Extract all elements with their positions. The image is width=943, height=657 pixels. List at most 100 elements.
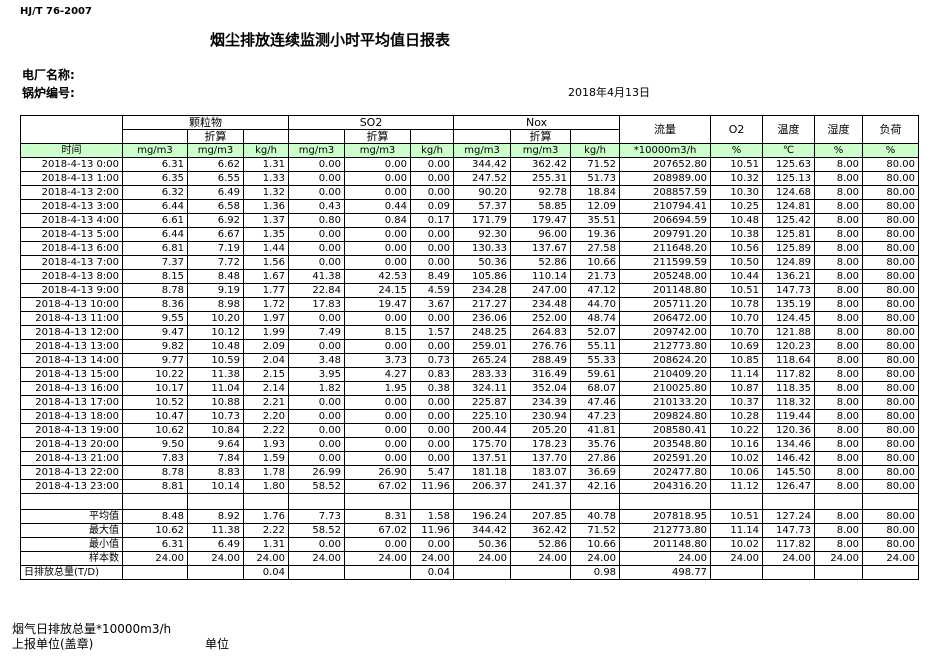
value-cell: 12.09 bbox=[570, 199, 621, 214]
value-cell: 80.00 bbox=[862, 395, 920, 410]
value-cell: 10.69 bbox=[710, 339, 764, 354]
value-cell: 51.73 bbox=[570, 171, 621, 186]
value-cell: 9.55 bbox=[122, 311, 188, 326]
time-cell: 2018-4-13 20:00 bbox=[20, 437, 123, 452]
value-cell: 24.00 bbox=[122, 551, 188, 566]
value-cell: 8.00 bbox=[814, 269, 864, 284]
value-cell: 3.48 bbox=[288, 353, 346, 368]
value-cell: 11.12 bbox=[710, 479, 764, 494]
empty-cell bbox=[862, 493, 920, 510]
value-cell: 125.63 bbox=[762, 157, 816, 172]
value-cell: 50.36 bbox=[453, 255, 512, 270]
time-cell: 2018-4-13 14:00 bbox=[20, 353, 123, 368]
value-cell: 0.00 bbox=[288, 537, 346, 552]
value-cell: 58.52 bbox=[288, 523, 346, 538]
value-cell: 211599.59 bbox=[619, 255, 712, 270]
column-header: 温度 bbox=[762, 115, 816, 144]
empty-cell bbox=[288, 493, 346, 510]
value-cell: 6.31 bbox=[122, 157, 188, 172]
value-cell: 58.52 bbox=[288, 479, 346, 494]
value-cell: 202591.20 bbox=[619, 451, 712, 466]
report-table: 颗粒物 SO2 Nox 流量 O2 温度 湿度 负荷 折算 折算 折算 时间 mg/m3 mg/m3 kg/… bbox=[20, 115, 920, 580]
value-cell: 0.00 bbox=[344, 227, 412, 242]
value-cell: 19.47 bbox=[344, 297, 412, 312]
value-cell: 206.37 bbox=[453, 479, 512, 494]
value-cell: 1.35 bbox=[242, 227, 290, 242]
value-cell: 8.00 bbox=[814, 325, 864, 340]
value-cell: 265.24 bbox=[453, 353, 512, 368]
value-cell: 80.00 bbox=[862, 199, 920, 214]
value-cell: 8.00 bbox=[814, 283, 864, 298]
value-cell: 11.14 bbox=[710, 367, 764, 382]
value-cell: 5.47 bbox=[410, 465, 455, 480]
unit-header: mg/m3 bbox=[288, 143, 346, 158]
value-cell: 208857.59 bbox=[619, 185, 712, 200]
value-cell: 0.00 bbox=[288, 395, 346, 410]
time-cell: 2018-4-13 15:00 bbox=[20, 367, 123, 382]
value-cell: 125.42 bbox=[762, 213, 816, 228]
value-cell: 264.83 bbox=[510, 325, 572, 340]
value-cell: 125.13 bbox=[762, 171, 816, 186]
data-row: 2018-4-13 3:00 6.44 6.58 1.36 0.43 0.44 0.09 57… bbox=[20, 199, 920, 214]
value-cell: 8.00 bbox=[814, 479, 864, 494]
value-cell: 92.30 bbox=[453, 227, 512, 242]
value-cell: 10.70 bbox=[710, 325, 764, 340]
value-cell: 10.14 bbox=[187, 479, 244, 494]
value-cell: 105.86 bbox=[453, 269, 512, 284]
value-cell: 1.78 bbox=[242, 465, 290, 480]
value-cell: 10.28 bbox=[710, 409, 764, 424]
value-cell: 0.00 bbox=[344, 395, 412, 410]
value-cell: 6.32 bbox=[122, 185, 188, 200]
value-cell: 206472.00 bbox=[619, 311, 712, 326]
total-value: 498.77 bbox=[619, 565, 712, 580]
value-cell: 1.36 bbox=[242, 199, 290, 214]
empty-cell bbox=[122, 129, 188, 144]
value-cell: 0.00 bbox=[344, 157, 412, 172]
column-header: 流量 bbox=[619, 115, 712, 144]
value-cell: 96.00 bbox=[510, 227, 572, 242]
empty-cell bbox=[762, 565, 816, 580]
value-cell: 52.86 bbox=[510, 537, 572, 552]
value-cell: 205.20 bbox=[510, 423, 572, 438]
value-cell: 146.42 bbox=[762, 451, 816, 466]
data-row: 2018-4-13 17:00 10.52 10.88 2.21 0.00 0.00 0.0… bbox=[20, 395, 920, 410]
value-cell: 7.49 bbox=[288, 325, 346, 340]
value-cell: 0.00 bbox=[288, 437, 346, 452]
value-cell: 212773.80 bbox=[619, 523, 712, 538]
value-cell: 203548.80 bbox=[619, 437, 712, 452]
value-cell: 80.00 bbox=[862, 509, 920, 524]
value-cell: 6.62 bbox=[187, 157, 244, 172]
value-cell: 10.25 bbox=[710, 199, 764, 214]
value-cell: 210025.80 bbox=[619, 381, 712, 396]
value-cell: 2.14 bbox=[242, 381, 290, 396]
value-cell: 9.77 bbox=[122, 353, 188, 368]
value-cell: 10.12 bbox=[187, 325, 244, 340]
value-cell: 24.00 bbox=[619, 551, 712, 566]
data-row: 2018-4-13 18:00 10.47 10.73 2.20 0.00 0.00 0.0… bbox=[20, 409, 920, 424]
value-cell: 6.61 bbox=[122, 213, 188, 228]
value-cell: 7.84 bbox=[187, 451, 244, 466]
value-cell: 0.00 bbox=[288, 227, 346, 242]
value-cell: 10.38 bbox=[710, 227, 764, 242]
value-cell: 0.00 bbox=[344, 241, 412, 256]
value-cell: 52.86 bbox=[510, 255, 572, 270]
unit-header: % bbox=[710, 143, 764, 158]
unit-header: mg/m3 bbox=[344, 143, 412, 158]
value-cell: 0.00 bbox=[288, 339, 346, 354]
value-cell: 26.99 bbox=[288, 465, 346, 480]
empty-cell bbox=[288, 565, 346, 580]
value-cell: 236.06 bbox=[453, 311, 512, 326]
value-cell: 201148.80 bbox=[619, 283, 712, 298]
value-cell: 118.32 bbox=[762, 395, 816, 410]
total-label: 日排放总量(T/D) bbox=[20, 565, 123, 580]
value-cell: 8.00 bbox=[814, 537, 864, 552]
value-cell: 8.00 bbox=[814, 437, 864, 452]
column-header: 湿度 bbox=[814, 115, 864, 144]
value-cell: 344.42 bbox=[453, 523, 512, 538]
value-cell: 2.15 bbox=[242, 367, 290, 382]
time-cell: 2018-4-13 4:00 bbox=[20, 213, 123, 228]
value-cell: 9.64 bbox=[187, 437, 244, 452]
value-cell: 0.00 bbox=[410, 339, 455, 354]
value-cell: 0.00 bbox=[344, 423, 412, 438]
value-cell: 10.85 bbox=[710, 353, 764, 368]
